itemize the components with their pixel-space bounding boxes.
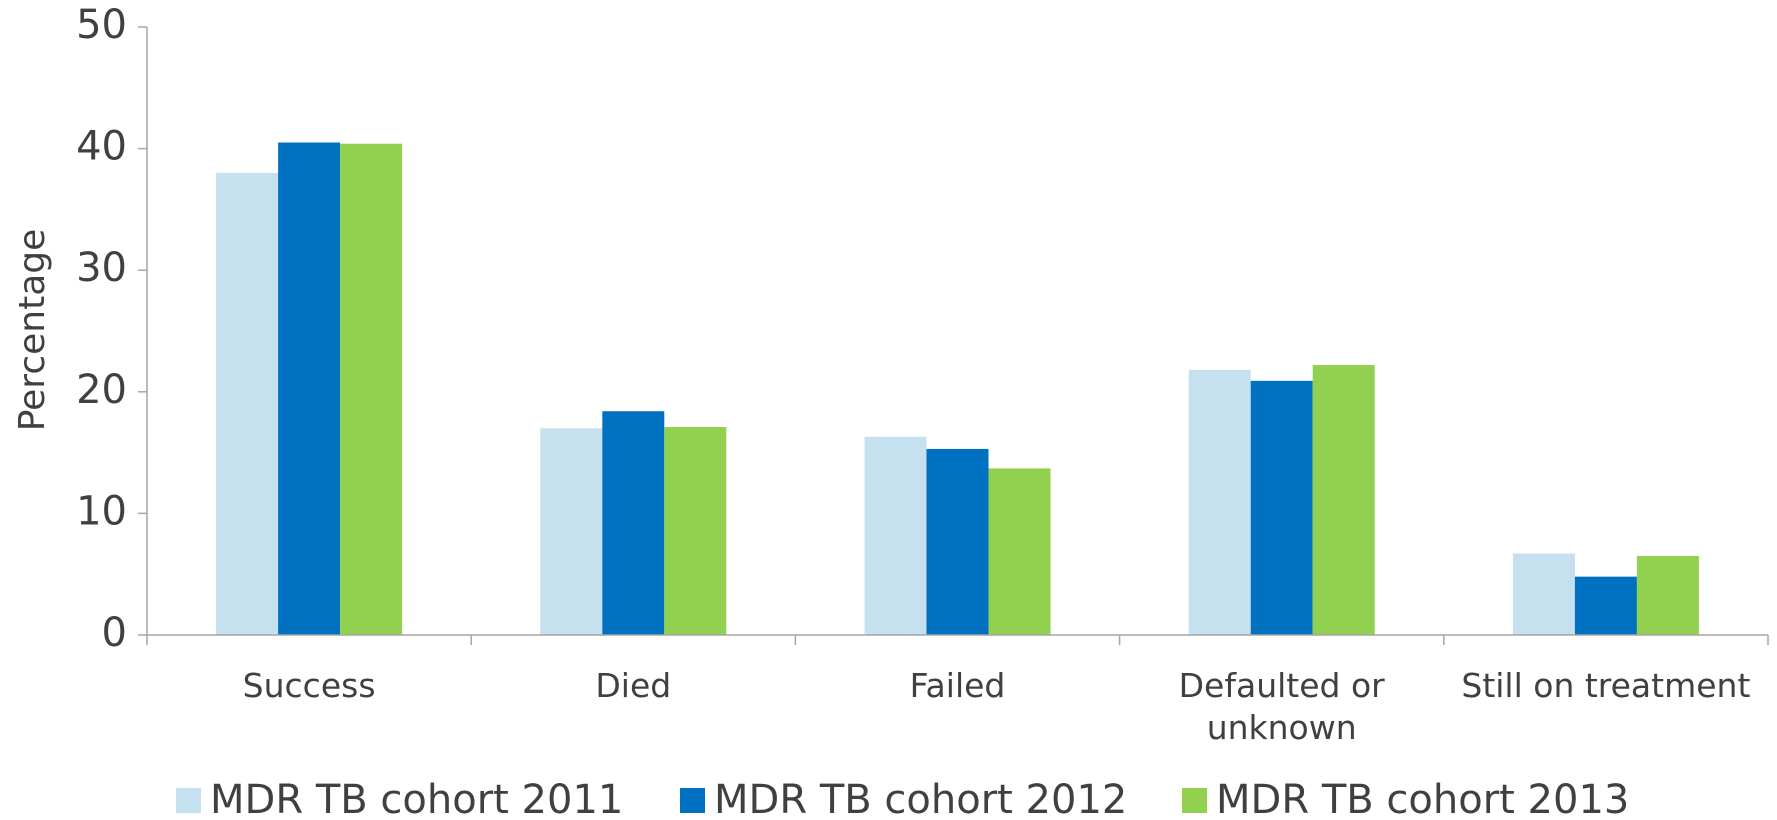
- legend-swatch: [176, 788, 201, 813]
- x-tick-label: Died: [595, 666, 672, 705]
- y-axis-label: Percentage: [12, 229, 53, 432]
- x-tick-label: Success: [242, 666, 376, 705]
- bar: [1636, 555, 1699, 635]
- x-tick-label: Failed: [909, 666, 1006, 705]
- bar: [278, 142, 341, 635]
- bar: [216, 172, 279, 636]
- legend-swatch: [680, 788, 705, 813]
- x-tick-label: Defaulted or unknown: [1178, 666, 1385, 747]
- bar: [1250, 380, 1313, 635]
- y-tick-label: 10: [76, 488, 127, 534]
- y-tick-label: 0: [102, 610, 127, 656]
- legend-label: MDR TB cohort 2013: [1216, 777, 1629, 820]
- bar: [926, 448, 989, 635]
- bar: [988, 468, 1051, 635]
- bar: [664, 427, 727, 635]
- legend-swatch: [1182, 788, 1207, 813]
- legend-label: MDR TB cohort 2011: [210, 777, 623, 820]
- y-tick-label: 50: [76, 2, 127, 48]
- bar: [340, 143, 403, 635]
- bar: [864, 436, 927, 635]
- y-tick-label: 20: [76, 367, 127, 413]
- bar: [1512, 553, 1575, 635]
- x-tick-label: Still on treatment: [1461, 666, 1751, 705]
- legend-label: MDR TB cohort 2012: [714, 777, 1127, 820]
- y-tick-label: 40: [76, 124, 127, 170]
- bar: [1312, 365, 1375, 635]
- bar: [602, 411, 665, 635]
- bar: [540, 428, 603, 635]
- bar: [1188, 369, 1251, 635]
- bar: [1574, 576, 1637, 635]
- y-tick-label: 30: [76, 245, 127, 291]
